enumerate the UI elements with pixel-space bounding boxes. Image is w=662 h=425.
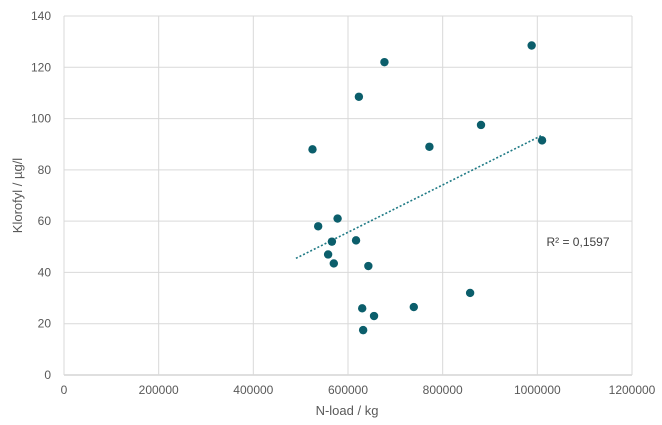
trendline	[295, 134, 543, 260]
data-points	[308, 41, 547, 335]
x-tick-label: 1200000	[609, 383, 656, 397]
data-point	[329, 259, 338, 268]
data-point	[369, 311, 379, 321]
y-tick-label: 80	[38, 163, 52, 177]
y-tick-label: 140	[31, 9, 51, 23]
x-tick-label: 400000	[233, 383, 273, 397]
data-point	[354, 92, 364, 101]
data-point	[327, 237, 337, 246]
y-tick-label: 100	[31, 112, 51, 126]
data-point	[364, 261, 373, 271]
data-point	[358, 304, 367, 313]
data-point	[465, 288, 475, 298]
data-point	[537, 136, 547, 145]
x-axis-title: N-load / kg	[316, 403, 379, 418]
data-point	[425, 142, 434, 151]
x-tick-label: 0	[61, 383, 68, 397]
data-point	[527, 41, 536, 50]
x-tick-labels: 0 200000 400000 600000 800000 1000000 1200000	[61, 383, 656, 397]
y-tick-label: 20	[38, 317, 52, 331]
y-tick-label: 120	[31, 60, 51, 74]
y-tick-label: 0	[44, 368, 51, 382]
x-tick-label: 200000	[139, 383, 179, 397]
data-point	[476, 120, 486, 130]
r-squared-label: R² = 0,1597	[546, 235, 609, 249]
y-tick-label: 40	[38, 265, 52, 279]
y-tick-label: 60	[38, 214, 52, 228]
x-tick-label: 1000000	[514, 383, 561, 397]
trendline-segment	[295, 134, 543, 260]
x-tick-label: 800000	[423, 383, 463, 397]
x-tick-label: 600000	[328, 383, 368, 397]
grid-lines	[63, 15, 633, 376]
data-point	[409, 302, 418, 312]
data-point	[351, 236, 361, 245]
data-point	[323, 250, 333, 259]
data-point	[358, 325, 368, 335]
data-point	[333, 214, 342, 223]
data-point	[380, 57, 389, 67]
data-point	[308, 145, 317, 154]
y-tick-labels: 0 20 40 60 80 100 120 140	[31, 9, 51, 382]
y-axis-title: Klorofyl / µg/l	[10, 158, 25, 234]
data-point	[313, 222, 323, 231]
